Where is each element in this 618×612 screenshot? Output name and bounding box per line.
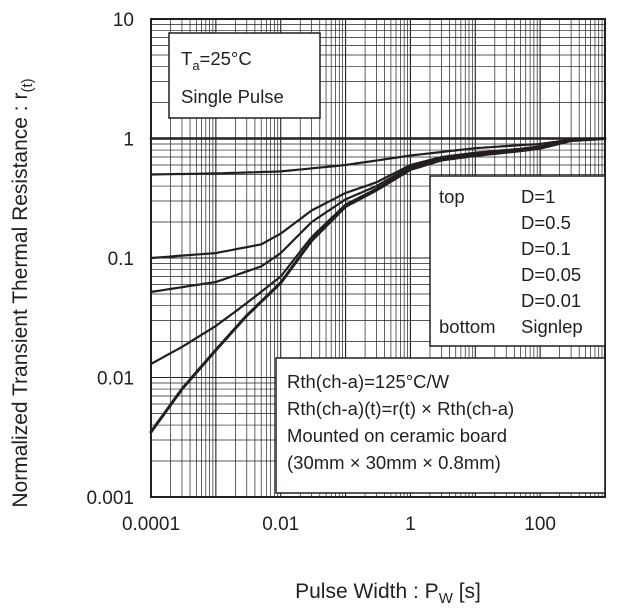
ta-subscript: a — [192, 58, 200, 73]
y-tick-label: 1 — [123, 130, 134, 151]
legend-entry: D=0.01 — [521, 290, 581, 311]
legend-entry: D=0.05 — [521, 264, 581, 285]
y-tick-label: 0.01 — [97, 369, 134, 390]
ta-letter: T — [181, 48, 192, 69]
series-line-d-0-5 — [149, 137, 607, 176]
x-axis-title: Pulse Width : PW [s] — [295, 580, 481, 607]
y-tick-label: 0.001 — [86, 488, 134, 509]
single-pulse-label: Single Pulse — [181, 86, 284, 107]
x-tick-label: 0.0001 — [122, 514, 180, 535]
ta-value: =25°C — [200, 48, 252, 69]
y-axis-title-main: Normalized Transient Thermal Resistance … — [9, 93, 32, 508]
ambient-temperature-label: Ta=25°C — [181, 48, 252, 73]
y-axis-title: Normalized Transient Thermal Resistance … — [9, 78, 36, 507]
y-tick-label: 10 — [113, 10, 134, 31]
series-line-signlep — [149, 137, 607, 434]
x-tick-label: 100 — [524, 514, 556, 535]
note-line: Rth(ch-a)(t)=r(t) × Rth(ch-a) — [287, 398, 514, 419]
legend-entry: D=1 — [521, 186, 555, 207]
legend-box: top bottom D=1 D=0.5 D=0.1 D=0.05 D=0.01 Sign… — [429, 175, 606, 347]
series-lines — [149, 137, 607, 434]
legend-bottom-label: bottom — [439, 316, 496, 337]
x-axis-title-subscript: W — [439, 590, 454, 607]
y-tick-label: 0.1 — [108, 249, 134, 270]
x-tick-label: 0.01 — [262, 514, 299, 535]
legend-entry: D=0.5 — [521, 212, 571, 233]
conditions-box: Ta=25°C Single Pulse — [168, 32, 321, 119]
note-line: Rth(ch-a)=125°C/W — [287, 371, 450, 392]
x-axis-title-main: Pulse Width : P — [295, 580, 439, 603]
note-line: Mounted on ceramic board — [287, 425, 507, 446]
legend-entry: Signlep — [521, 316, 583, 337]
legend-top-label: top — [439, 186, 465, 207]
legend-entry: D=0.1 — [521, 238, 571, 259]
y-axis-title-subscript: (t) — [19, 78, 36, 92]
notes-box: Rth(ch-a)=125°C/W Rth(ch-a)(t)=r(t) × Rth… — [275, 357, 606, 494]
note-line: (30mm × 30mm × 0.8mm) — [287, 452, 501, 473]
tick-labels: 0.0001 0.01 1 100 10 1 0.1 0.01 0.001 — [86, 10, 556, 535]
x-tick-label: 1 — [405, 514, 416, 535]
x-axis-title-unit: [s] — [453, 580, 481, 603]
